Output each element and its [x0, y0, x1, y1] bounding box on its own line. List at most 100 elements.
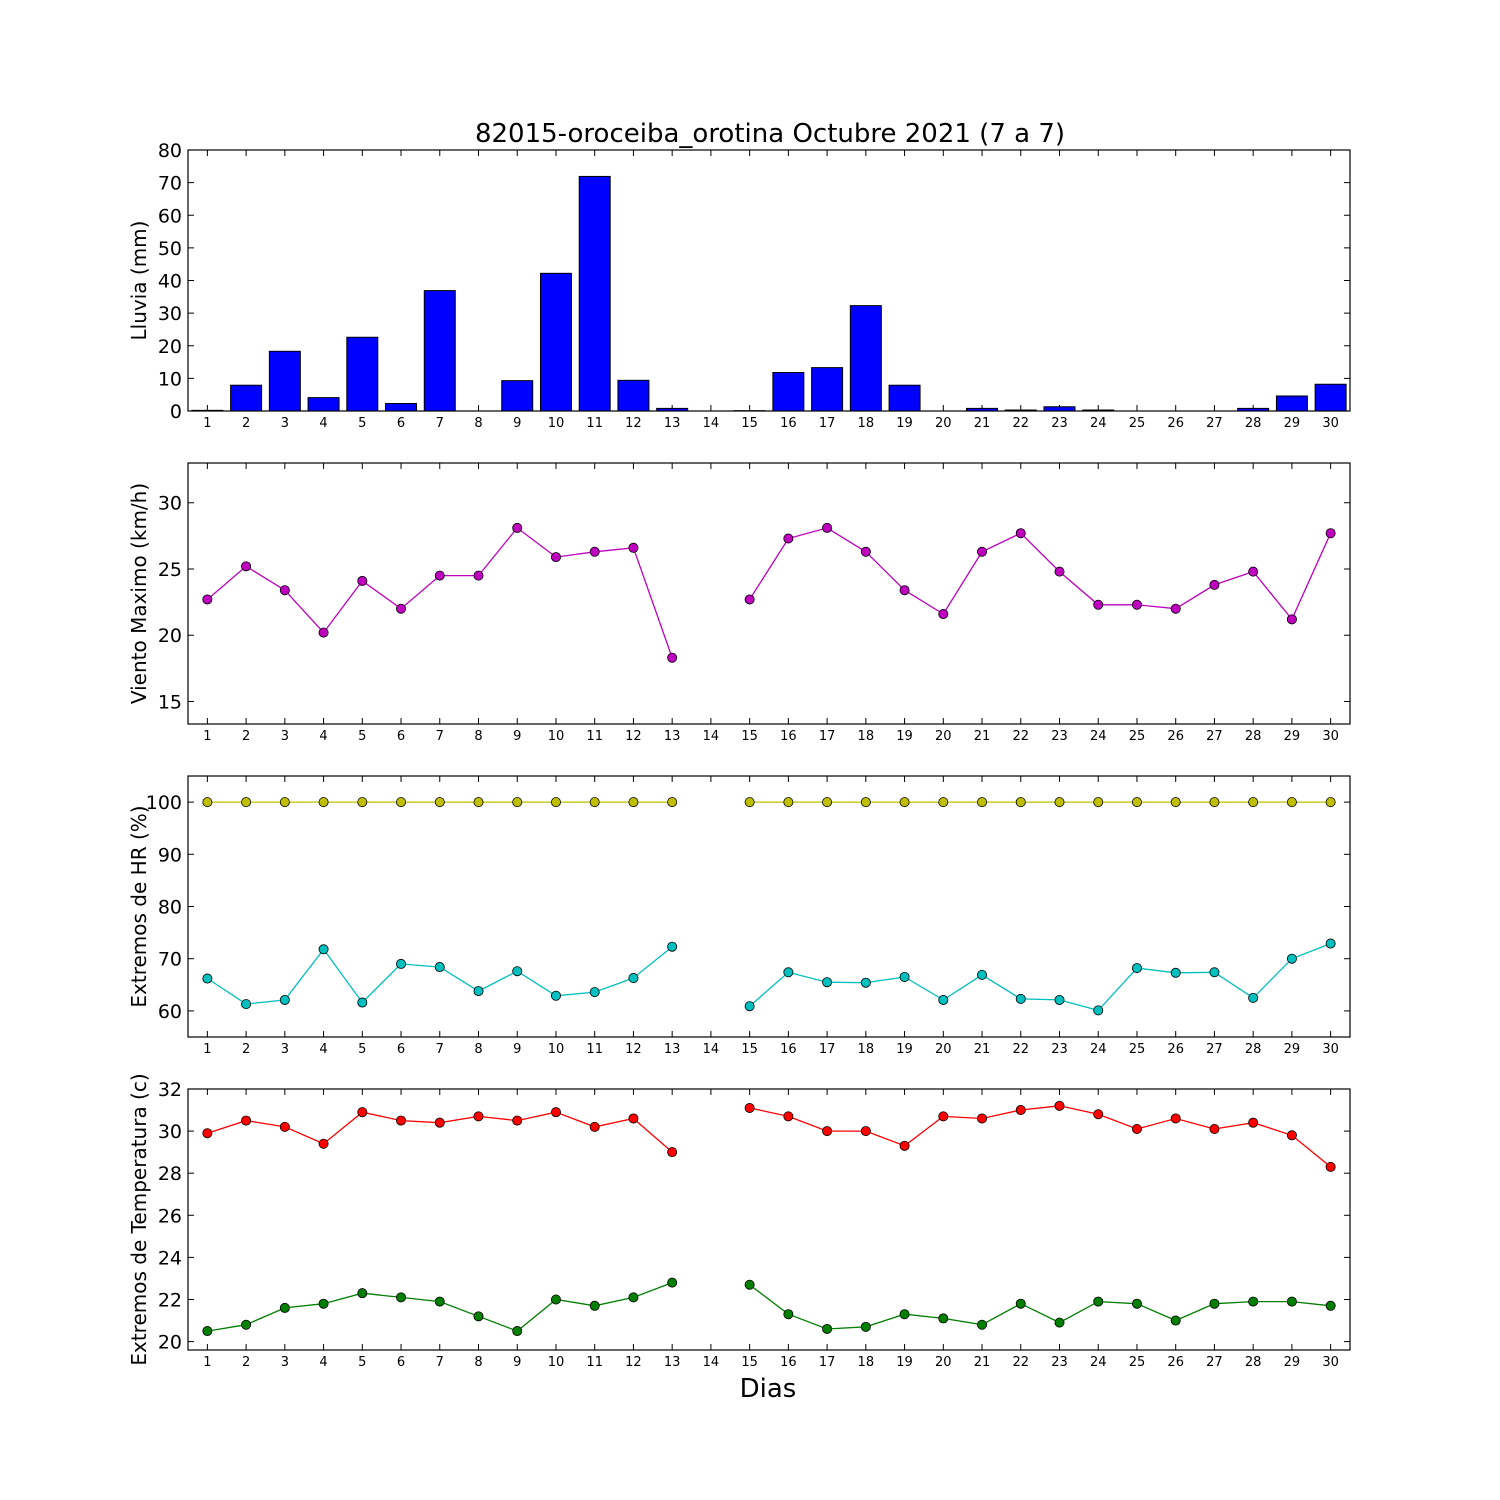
- data-point: [202, 797, 213, 808]
- data-point: [318, 797, 329, 808]
- x-tick-label: 10: [548, 1042, 565, 1057]
- y-tick-label: 30: [158, 493, 182, 515]
- rain-bar: [772, 372, 805, 412]
- y-axis-label: Viento Maximo (km/h): [127, 483, 151, 704]
- x-tick-label: 17: [819, 729, 836, 744]
- data-point: [473, 986, 484, 997]
- x-tick-label: 23: [1051, 1355, 1068, 1370]
- x-tick-label: 16: [780, 416, 797, 431]
- data-point: [512, 797, 523, 808]
- x-tick-label: 4: [319, 1355, 327, 1370]
- y-tick-label: 32: [158, 1079, 182, 1101]
- y-tick-label: 60: [158, 1001, 182, 1023]
- data-point: [1170, 1113, 1181, 1124]
- data-point: [1209, 967, 1220, 978]
- rain-bar: [346, 336, 379, 412]
- y-axis-label: Extremos de HR (%): [127, 805, 151, 1007]
- x-tick-label: 9: [513, 1355, 521, 1370]
- data-point: [434, 1117, 445, 1128]
- rain-bar: [849, 305, 882, 412]
- y-tick-label: 30: [158, 1121, 182, 1143]
- data-point: [1286, 614, 1297, 625]
- data-point: [860, 546, 871, 557]
- x-tick-label: 17: [819, 416, 836, 431]
- data-point: [860, 1321, 871, 1332]
- data-point: [1054, 797, 1065, 808]
- data-point: [1131, 963, 1142, 974]
- data-point: [550, 1107, 561, 1118]
- x-tick-label: 9: [513, 1042, 521, 1057]
- data-point: [938, 994, 949, 1005]
- data-point: [744, 797, 755, 808]
- data-point: [434, 570, 445, 581]
- x-tick-label: 5: [358, 1042, 366, 1057]
- data-point: [938, 609, 949, 620]
- x-tick-label: 7: [436, 1042, 444, 1057]
- y-tick-label: 80: [158, 897, 182, 919]
- x-tick-label: 20: [935, 1042, 952, 1057]
- x-tick-label: 3: [281, 1042, 289, 1057]
- data-point: [1170, 1315, 1181, 1326]
- x-tick-label: 17: [819, 1355, 836, 1370]
- data-point: [744, 1279, 755, 1290]
- series-line: [749, 1284, 1331, 1330]
- data-point: [977, 797, 988, 808]
- data-point: [1131, 797, 1142, 808]
- data-point: [822, 797, 833, 808]
- x-tick-label: 6: [397, 1355, 405, 1370]
- data-point: [357, 1107, 368, 1118]
- x-tick-label: 1: [203, 1042, 211, 1057]
- x-tick-label: 19: [896, 416, 913, 431]
- data-point: [1248, 566, 1259, 577]
- data-point: [512, 966, 523, 977]
- x-tick-label: 13: [664, 729, 681, 744]
- data-point: [279, 994, 290, 1005]
- x-tick-label: 15: [741, 1355, 758, 1370]
- x-tick-label: 18: [858, 729, 875, 744]
- x-tick-label: 28: [1245, 729, 1262, 744]
- data-point: [357, 997, 368, 1008]
- x-tick-label: 21: [974, 729, 991, 744]
- data-point: [1093, 599, 1104, 610]
- x-tick-label: 10: [548, 1355, 565, 1370]
- data-point: [1015, 528, 1026, 539]
- data-point: [822, 1126, 833, 1137]
- x-tick-label: 3: [281, 1355, 289, 1370]
- data-point: [744, 594, 755, 605]
- plot-frame: [187, 462, 1351, 725]
- data-point: [783, 797, 794, 808]
- x-tick-label: 26: [1167, 1355, 1184, 1370]
- rain-bar: [385, 402, 418, 412]
- x-tick-label: 12: [625, 1355, 642, 1370]
- x-tick-label: 23: [1051, 729, 1068, 744]
- x-tick-label: 30: [1322, 1355, 1339, 1370]
- plot-frame: [187, 775, 1351, 1038]
- data-point: [589, 1121, 600, 1132]
- x-tick-label: 19: [896, 729, 913, 744]
- data-point: [512, 1115, 523, 1126]
- x-tick-label: 12: [625, 416, 642, 431]
- data-point: [667, 797, 678, 808]
- y-tick-label: 10: [158, 368, 182, 390]
- x-tick-label: 8: [474, 729, 482, 744]
- data-point: [1093, 1296, 1104, 1307]
- x-tick-label: 21: [974, 1355, 991, 1370]
- data-point: [1286, 1296, 1297, 1307]
- rain-bar: [617, 379, 650, 412]
- rain-bar: [423, 290, 456, 412]
- data-point: [396, 603, 407, 614]
- x-tick-label: 3: [281, 729, 289, 744]
- data-point: [860, 1126, 871, 1137]
- x-tick-label: 30: [1322, 729, 1339, 744]
- x-tick-label: 14: [703, 1355, 720, 1370]
- y-tick-label: 80: [158, 140, 182, 162]
- data-point: [473, 797, 484, 808]
- data-point: [628, 797, 639, 808]
- y-tick-label: 70: [158, 173, 182, 195]
